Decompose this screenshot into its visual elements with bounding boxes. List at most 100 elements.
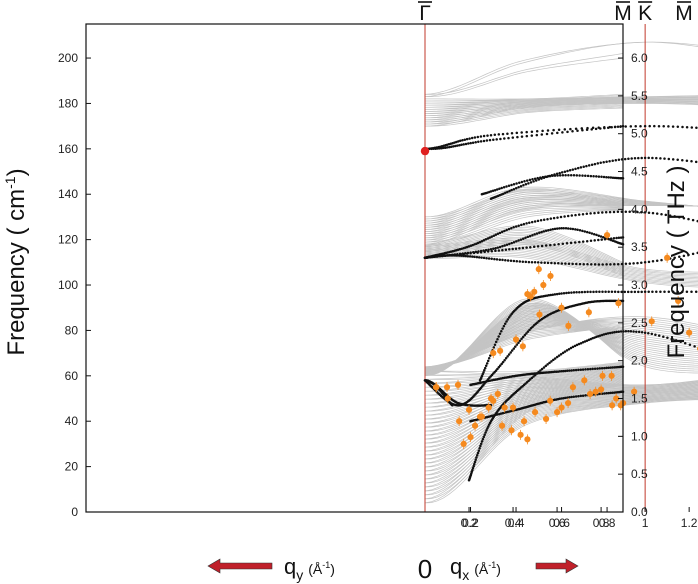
branch-point bbox=[504, 258, 507, 262]
branch-point bbox=[593, 263, 597, 266]
branch-point bbox=[599, 161, 602, 165]
branch-point bbox=[557, 354, 561, 357]
branch-point bbox=[564, 227, 568, 230]
branch-point bbox=[551, 174, 554, 178]
highlighted-bands bbox=[423, 124, 698, 482]
branch-point bbox=[542, 230, 546, 233]
branch-point bbox=[624, 125, 627, 128]
branch-point bbox=[534, 179, 538, 182]
branch-point bbox=[653, 124, 656, 128]
gamma-point-marker bbox=[420, 146, 430, 156]
left-axis-ticks: 0 20 40 60 80 100 120 140 160 180 200 bbox=[58, 51, 91, 519]
branch-point bbox=[662, 335, 665, 338]
branch-point bbox=[566, 214, 570, 218]
branch-point bbox=[595, 335, 598, 339]
branch-point bbox=[509, 314, 512, 317]
calc-band bbox=[424, 186, 698, 218]
branch-point bbox=[488, 236, 491, 239]
branch-point bbox=[647, 211, 651, 214]
branch-point bbox=[553, 357, 557, 360]
branch-point bbox=[467, 478, 471, 482]
calc-band bbox=[424, 317, 698, 372]
branch-point bbox=[495, 188, 499, 191]
branch-point bbox=[595, 233, 598, 237]
calc-band bbox=[424, 365, 698, 392]
branch-point bbox=[597, 175, 601, 178]
calc-band bbox=[424, 371, 698, 428]
branch-point bbox=[474, 140, 477, 144]
branch-point bbox=[570, 395, 573, 399]
branch-point bbox=[475, 454, 479, 457]
exp-point bbox=[631, 388, 638, 395]
branch-point bbox=[627, 157, 630, 161]
calc-band bbox=[424, 374, 698, 448]
branch-point bbox=[469, 244, 473, 248]
branch-point bbox=[628, 262, 632, 265]
branch-point bbox=[551, 228, 555, 231]
branch-point bbox=[592, 290, 595, 294]
branch-point bbox=[657, 334, 661, 337]
symmetry-label: M bbox=[614, 2, 632, 25]
branch-point bbox=[676, 290, 679, 293]
branch-point bbox=[647, 331, 650, 335]
branch-point bbox=[487, 248, 490, 251]
branch-point bbox=[643, 331, 647, 334]
left-tick-label: 80 bbox=[65, 323, 79, 337]
branch-point bbox=[506, 355, 509, 358]
branch-point bbox=[637, 290, 640, 294]
branch-point bbox=[521, 335, 525, 339]
branch-point bbox=[560, 227, 563, 230]
branch-point bbox=[628, 210, 631, 214]
calc-band bbox=[424, 319, 698, 368]
x-tick-label: 0.2 bbox=[461, 516, 478, 530]
branch-point bbox=[528, 378, 532, 381]
branch-point bbox=[561, 351, 565, 355]
branch-point bbox=[695, 126, 698, 130]
calc-band bbox=[424, 41, 698, 95]
branch-point bbox=[589, 239, 593, 243]
exp-point bbox=[617, 402, 624, 409]
branch-point bbox=[539, 369, 542, 372]
branch-point bbox=[519, 238, 523, 241]
exp-point bbox=[471, 422, 479, 429]
branch-point bbox=[504, 248, 508, 251]
branch-point bbox=[597, 263, 601, 266]
branch-point bbox=[520, 223, 523, 227]
exp-point bbox=[540, 281, 547, 289]
branch-point bbox=[617, 236, 621, 240]
branch-point bbox=[532, 245, 536, 249]
y-axis-left-title: Frequency ( cm-1) bbox=[2, 168, 30, 355]
calc-band bbox=[424, 361, 698, 386]
calc-band bbox=[424, 379, 698, 472]
branch-point bbox=[477, 140, 480, 144]
branch-point bbox=[687, 253, 690, 257]
branch-point bbox=[495, 258, 499, 261]
branch-point bbox=[573, 344, 577, 348]
branch-point bbox=[562, 227, 565, 230]
branch-point bbox=[489, 190, 493, 193]
branch-point bbox=[632, 330, 635, 333]
branch-point bbox=[608, 238, 611, 241]
branch-point bbox=[505, 228, 508, 232]
exp-point bbox=[490, 350, 497, 357]
branch-point bbox=[599, 127, 602, 130]
branch-point bbox=[593, 367, 597, 370]
right-tick-label: 2.5 bbox=[631, 316, 648, 330]
branch-point bbox=[431, 255, 434, 259]
exp-point bbox=[564, 399, 572, 407]
branch-point bbox=[532, 180, 535, 183]
branch-point bbox=[498, 364, 502, 367]
branch-point bbox=[623, 157, 627, 161]
calc-band bbox=[424, 101, 698, 121]
branch-point bbox=[471, 141, 475, 144]
branch-point bbox=[579, 166, 583, 169]
branch-point bbox=[610, 290, 614, 294]
branch-point bbox=[623, 290, 627, 294]
branch-point bbox=[599, 235, 603, 238]
symmetry-lines bbox=[424, 24, 646, 512]
branch-point bbox=[497, 335, 500, 338]
branch-point bbox=[450, 145, 453, 148]
branch-point bbox=[496, 246, 500, 249]
left-tick-label: 0 bbox=[71, 505, 78, 519]
branch-point bbox=[466, 254, 470, 258]
